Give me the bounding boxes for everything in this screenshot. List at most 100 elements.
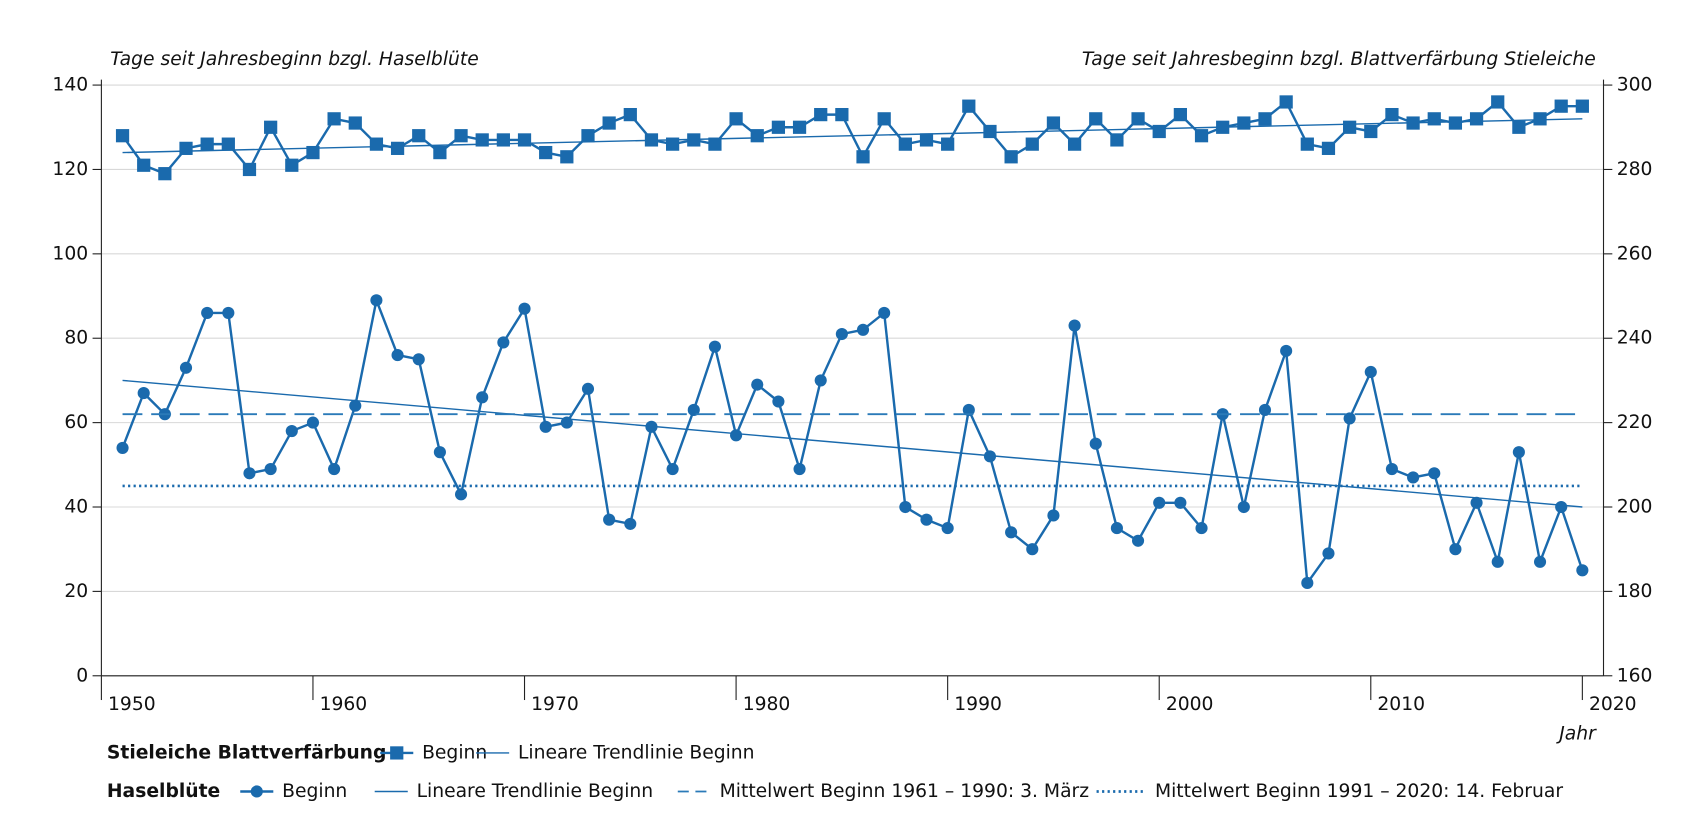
marker <box>1385 462 1399 476</box>
marker <box>687 403 700 417</box>
marker <box>1469 112 1484 126</box>
marker <box>1343 412 1356 425</box>
marker <box>1364 124 1378 139</box>
marker <box>539 420 552 433</box>
y-axis-label: Tage seit Jahresbeginn bzgl. Haselblüte <box>110 49 479 70</box>
x-tick-label: 2000 <box>1166 694 1214 715</box>
marker <box>1152 124 1166 139</box>
marker <box>835 327 848 341</box>
marker <box>1491 555 1504 568</box>
legend-group-title: Haselblüte <box>107 781 220 802</box>
marker <box>1004 150 1018 164</box>
marker <box>475 133 489 147</box>
legend-label: Lineare Trendlinie Beginn <box>518 742 755 763</box>
marker <box>1173 107 1187 122</box>
marker <box>856 150 870 164</box>
marker <box>1512 446 1525 459</box>
marker <box>1512 120 1526 134</box>
marker <box>137 158 151 172</box>
y-tick-label: 60 <box>64 412 88 433</box>
marker <box>221 137 235 151</box>
legend-label: Beginn <box>282 781 347 802</box>
marker <box>412 129 426 143</box>
y-tick-label: 20 <box>64 581 88 602</box>
marker <box>454 129 468 143</box>
marker <box>1428 467 1441 480</box>
marker <box>1279 95 1293 109</box>
y-tick-label: 40 <box>64 497 88 518</box>
marker <box>179 141 193 155</box>
marker <box>1576 564 1589 577</box>
marker <box>1005 526 1018 539</box>
marker <box>1110 522 1123 535</box>
series-line <box>121 295 1584 587</box>
marker <box>1321 141 1336 155</box>
marker <box>1533 555 1547 568</box>
marker <box>1533 112 1547 126</box>
marker <box>497 336 510 349</box>
marker <box>517 133 532 147</box>
marker <box>115 129 130 143</box>
marker <box>899 500 912 514</box>
x-tick-label: 2020 <box>1589 694 1637 715</box>
marker <box>1575 99 1589 113</box>
marker <box>222 306 235 319</box>
marker <box>264 120 278 134</box>
x-tick-label: 1970 <box>531 694 579 715</box>
marker <box>792 120 807 134</box>
marker <box>285 424 298 438</box>
y-tick-label: 100 <box>52 243 88 264</box>
legend-label: Beginn <box>422 742 487 763</box>
marker <box>1300 137 1314 151</box>
marker <box>1448 116 1463 130</box>
marker <box>771 120 786 134</box>
marker <box>158 167 172 181</box>
marker <box>1153 496 1166 509</box>
marker <box>539 145 553 160</box>
marker <box>116 441 129 454</box>
x-tick-label: 1990 <box>954 694 1002 715</box>
marker <box>306 145 320 160</box>
marker <box>1026 543 1039 556</box>
marker <box>200 137 214 151</box>
marker <box>920 513 933 526</box>
marker <box>729 112 743 126</box>
x-tick-label: 1980 <box>743 694 791 715</box>
marker <box>137 387 150 400</box>
marker <box>348 116 362 130</box>
marker <box>1427 112 1441 126</box>
marker <box>390 141 405 155</box>
marker <box>1449 543 1462 556</box>
y2-tick-label: 240 <box>1617 328 1653 349</box>
marker <box>962 403 975 417</box>
marker <box>772 395 785 408</box>
marker <box>1025 137 1039 151</box>
x-axis-label: Jahr <box>1555 724 1597 745</box>
series-line <box>121 100 1583 176</box>
marker <box>1343 120 1357 134</box>
marker <box>730 429 743 442</box>
marker <box>1491 95 1505 109</box>
y2-tick-label: 180 <box>1617 581 1653 602</box>
marker <box>1068 319 1081 332</box>
y2-tick-label: 200 <box>1617 497 1653 518</box>
marker <box>1132 534 1145 547</box>
marker <box>349 399 362 412</box>
legend-label: Lineare Trendlinie Beginn <box>417 781 654 802</box>
marker <box>581 382 595 395</box>
marker <box>560 150 574 164</box>
marker <box>1046 116 1061 130</box>
marker <box>285 158 299 172</box>
marker <box>750 129 764 143</box>
y-tick-label: 80 <box>64 328 88 349</box>
marker <box>201 306 214 319</box>
x-tick-label: 1960 <box>320 694 368 715</box>
marker <box>962 99 976 113</box>
y2-axis-label: Tage seit Jahresbeginn bzgl. Blattverfär… <box>1082 49 1596 70</box>
marker <box>793 462 806 476</box>
marker <box>1237 116 1251 130</box>
marker <box>1385 107 1399 122</box>
marker <box>1301 576 1314 590</box>
